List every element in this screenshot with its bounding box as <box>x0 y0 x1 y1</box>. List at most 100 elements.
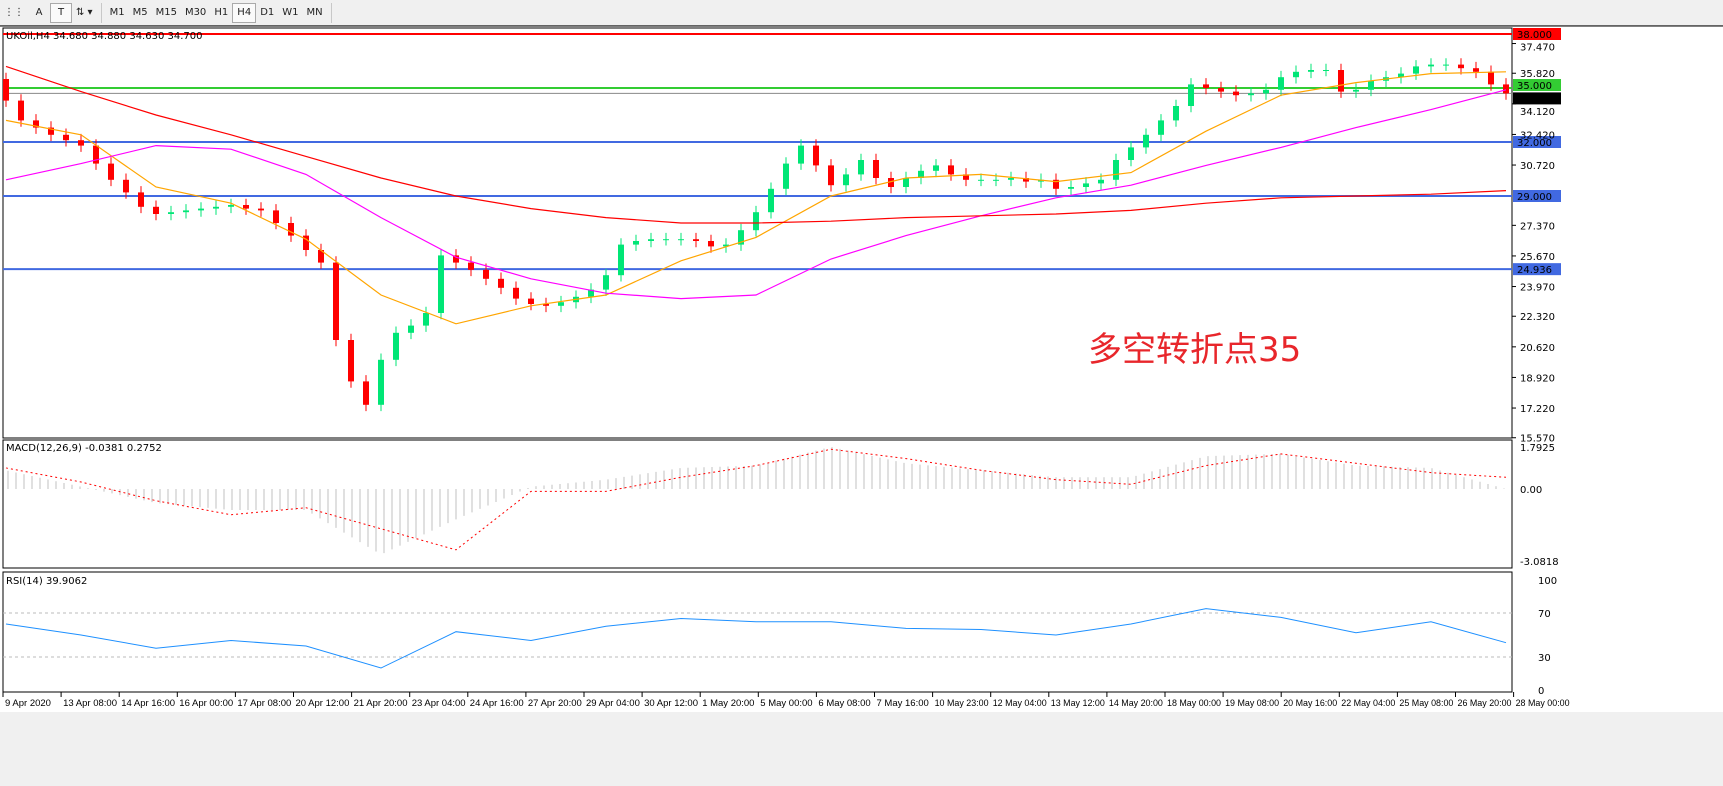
candle-body <box>678 239 684 241</box>
candle-body <box>918 170 924 178</box>
time-tick-label: 25 May 08:00 <box>1399 698 1453 709</box>
candle-body <box>153 206 159 214</box>
candle-body <box>1113 160 1119 180</box>
time-tick-label: 19 May 08:00 <box>1225 698 1279 709</box>
timeframe-m30[interactable]: M30 <box>184 7 207 18</box>
price-badge <box>1513 79 1561 91</box>
time-tick-label: 16 Apr 00:00 <box>179 698 233 709</box>
candle-body <box>1008 178 1014 180</box>
candle-body <box>303 235 309 250</box>
candle-body <box>723 244 729 247</box>
candle-body <box>48 127 54 135</box>
candle-body <box>318 250 324 263</box>
candle-body <box>213 206 219 209</box>
timeframe-m15[interactable]: M15 <box>155 7 177 18</box>
annotation-text: 多空转折点35 <box>1088 330 1302 370</box>
price-tick-label: 35.820 <box>1520 69 1555 80</box>
text-tool-button[interactable]: A <box>35 7 43 18</box>
timeframe-m5[interactable]: M5 <box>132 7 148 18</box>
price-badge <box>1513 92 1561 105</box>
text-label-tool-button[interactable]: T <box>50 2 72 23</box>
timeframe-w1[interactable]: W1 <box>282 7 299 18</box>
candle-body <box>378 359 384 405</box>
time-tick-label: 14 Apr 16:00 <box>121 698 175 709</box>
candle-body <box>228 205 234 207</box>
timeframe-mn[interactable]: MN <box>306 7 323 18</box>
candle-body <box>903 178 909 187</box>
candle-body <box>828 165 834 186</box>
price-tick-label: 32.420 <box>1520 130 1555 141</box>
price-tick-label: 27.370 <box>1520 221 1555 232</box>
panel-frame-1 <box>2 439 1513 569</box>
candle-body <box>1023 178 1029 182</box>
candle-body <box>513 287 519 299</box>
time-tick-label: 20 May 16:00 <box>1283 698 1337 709</box>
candle-body <box>933 165 939 171</box>
moving-average-2 <box>5 65 1507 224</box>
time-tick-label: 27 Apr 20:00 <box>528 698 582 709</box>
candle-body <box>408 325 414 333</box>
candle-body <box>438 255 444 313</box>
candle-body <box>93 145 99 164</box>
candle-body <box>1413 66 1419 74</box>
panel-frame-2 <box>2 571 1513 693</box>
candle-body <box>453 255 459 263</box>
moving-average-0 <box>5 71 1507 325</box>
candle-body <box>603 275 609 290</box>
candle-body <box>1398 73 1404 78</box>
candle-body <box>528 298 534 304</box>
candle-body <box>993 179 999 181</box>
time-tick-label: 18 May 00:00 <box>1167 698 1221 709</box>
macd-tick-label: 0.00 <box>1520 485 1542 496</box>
candle-body <box>888 178 894 187</box>
candle-body <box>978 179 984 181</box>
candle-body <box>873 160 879 178</box>
price-panel <box>3 33 1512 412</box>
macd-title: MACD(12,26,9) -0.0381 0.2752 <box>6 443 162 454</box>
candle-body <box>798 145 804 164</box>
price-tick-label: 34.120 <box>1520 107 1555 118</box>
candle-body <box>1278 77 1284 90</box>
toolbar-grip-icon: ⋮⋮ <box>4 7 24 18</box>
time-tick-label: 26 May 20:00 <box>1458 698 1512 709</box>
arrows-tool-icon[interactable]: ⇅ ▾ <box>76 7 93 18</box>
timeframe-h4[interactable]: H4 <box>232 2 257 23</box>
candle-body <box>1053 179 1059 189</box>
price-tick-label: 15.570 <box>1520 434 1555 445</box>
candle-body <box>1128 147 1134 160</box>
candle-body <box>483 269 489 279</box>
time-tick-label: 9 Apr 2020 <box>5 698 51 709</box>
price-badge-label: 24.936 <box>1517 265 1552 276</box>
price-tick-label: 30.720 <box>1520 161 1555 172</box>
timeframe-h1[interactable]: H1 <box>214 7 229 18</box>
price-tick-label: 18.920 <box>1520 373 1555 384</box>
candle-body <box>1488 71 1494 85</box>
timeframe-m1[interactable]: M1 <box>109 7 125 18</box>
candle-body <box>648 239 654 241</box>
time-tick-label: 1 May 20:00 <box>702 698 754 709</box>
candle-body <box>948 165 954 175</box>
candle-body <box>1428 64 1434 67</box>
time-tick-label: 23 Apr 04:00 <box>412 698 466 709</box>
time-tick-label: 20 Apr 12:00 <box>296 698 350 709</box>
candle-body <box>393 332 399 360</box>
candle-body <box>1143 134 1149 148</box>
price-tick-label: 17.220 <box>1520 404 1555 415</box>
time-tick-label: 5 May 00:00 <box>760 698 812 709</box>
time-tick-label: 22 May 04:00 <box>1341 698 1395 709</box>
candle-body <box>1083 183 1089 187</box>
candle-body <box>258 208 264 211</box>
timeframe-d1[interactable]: D1 <box>260 7 275 18</box>
price-badge-label: 29.000 <box>1517 192 1552 203</box>
candle-body <box>1233 91 1239 96</box>
divider <box>330 2 332 23</box>
candle-body <box>363 381 369 405</box>
candle-body <box>1338 70 1344 92</box>
panel-frames <box>0 25 1723 693</box>
candle-body <box>108 163 114 180</box>
candle-body <box>1173 106 1179 121</box>
toolbar: ⋮⋮ A T ⇅ ▾ M1 M5 M15 M30 H1 H4 D1 W1 MN <box>0 0 1723 26</box>
time-tick-label: 12 May 04:00 <box>993 698 1047 709</box>
price-badge <box>1513 28 1561 40</box>
